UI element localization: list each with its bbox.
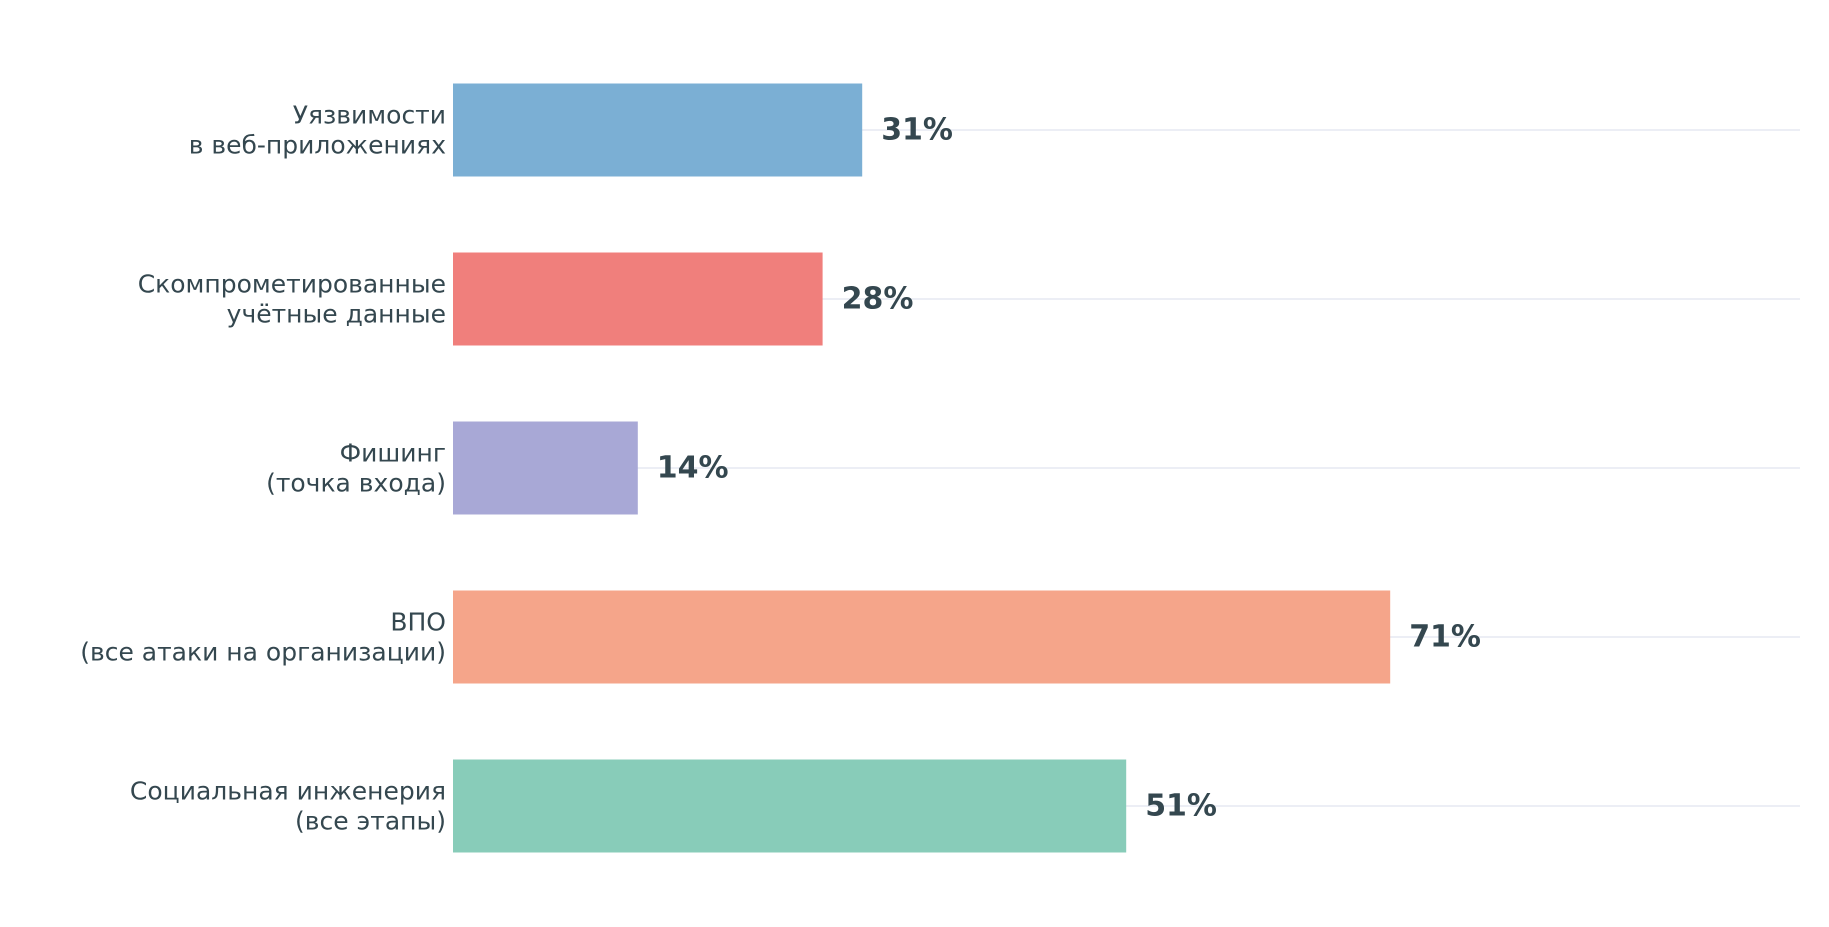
category-label-line: (точка входа) bbox=[266, 469, 446, 498]
bar-0 bbox=[453, 83, 863, 177]
category-label-2: Фишинг (точка входа) bbox=[266, 439, 446, 498]
category-label-line: Социальная инженерия bbox=[130, 777, 446, 806]
category-label-line: Уязвимости bbox=[293, 101, 446, 130]
category-label-line: в веб-приложениях bbox=[189, 131, 446, 160]
category-label-line: (все этапы) bbox=[295, 807, 446, 836]
value-label-2: 14% bbox=[657, 451, 729, 486]
category-label-3: ВПО (все атаки на организации) bbox=[80, 608, 446, 667]
category-label-4: Социальная инженерия (все этапы) bbox=[130, 777, 446, 836]
category-label-line: учётные данные bbox=[227, 300, 446, 329]
grid-lines bbox=[453, 129, 1800, 807]
bar-3 bbox=[453, 590, 1391, 684]
category-label-line: Фишинг bbox=[340, 439, 446, 468]
value-labels: 31% 28% 14% 71% 51% bbox=[657, 113, 1481, 824]
category-label-line: Скомпрометированные bbox=[138, 270, 446, 299]
value-label-1: 28% bbox=[842, 282, 914, 317]
bar-4 bbox=[453, 759, 1127, 853]
category-label-line: (все атаки на организации) bbox=[80, 638, 446, 667]
bars bbox=[453, 83, 1391, 853]
category-labels: Уязвимости в веб-приложениях Скомпрометиро… bbox=[80, 101, 446, 836]
category-label-0: Уязвимости в веб-приложениях bbox=[189, 101, 446, 160]
category-label-1: Скомпрометированные учётные данные bbox=[138, 270, 446, 329]
category-label-line: ВПО bbox=[390, 608, 446, 637]
bar-2 bbox=[453, 421, 638, 515]
value-label-4: 51% bbox=[1145, 789, 1217, 824]
value-label-3: 71% bbox=[1409, 620, 1481, 655]
bar-1 bbox=[453, 252, 823, 346]
value-label-0: 31% bbox=[881, 113, 953, 148]
